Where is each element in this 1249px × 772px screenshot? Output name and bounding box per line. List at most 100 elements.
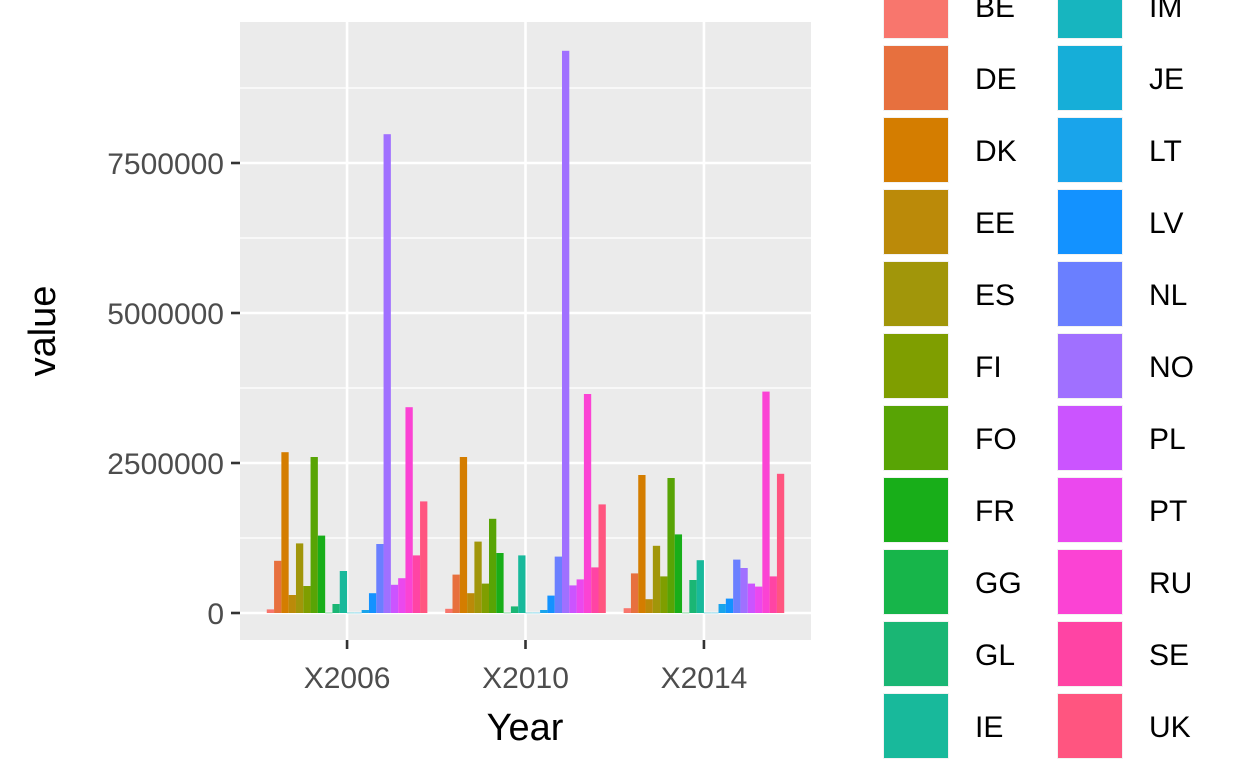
legend-label-ie: IE [975, 711, 1003, 744]
bar-no-x2006 [383, 134, 391, 613]
x-tick-label: X2006 [304, 662, 391, 695]
bar-gl-x2010 [510, 606, 519, 613]
bar-ee-x2006 [288, 595, 296, 613]
legend-key-es [884, 262, 948, 326]
y-tick-label: 0 [207, 598, 224, 631]
bar-no-x2010 [561, 50, 570, 614]
legend-label-uk: UK [1149, 711, 1191, 744]
legend-key-im [1058, 0, 1122, 38]
bars [266, 50, 785, 614]
legend-label-de: DE [975, 63, 1017, 96]
legend-key-ee [884, 190, 948, 254]
legend-key-je [1058, 46, 1122, 110]
bar-fr-x2014 [674, 534, 683, 613]
legend-label-je: JE [1149, 63, 1184, 96]
bar-je-x2014 [711, 612, 719, 614]
bar-de-x2014 [630, 573, 639, 613]
bar-pl-x2010 [569, 585, 577, 613]
bar-lv-x2010 [547, 595, 555, 613]
legend-key-nl [1058, 262, 1122, 326]
legend-label-fi: FI [975, 351, 1002, 384]
bar-gg-x2014 [682, 612, 690, 614]
bar-lv-x2006 [368, 593, 377, 613]
bar-dk-x2010 [459, 457, 468, 613]
bar-uk-x2006 [420, 501, 428, 613]
bar-fi-x2010 [481, 583, 490, 613]
legend-key-gl [884, 622, 948, 686]
legend-label-ee: EE [975, 207, 1015, 240]
major-gridlines [240, 22, 811, 640]
bar-es-x2014 [652, 545, 661, 613]
bar-je-x2010 [532, 612, 541, 614]
legend-key-no [1058, 334, 1122, 398]
legend-key-pl [1058, 406, 1122, 470]
bar-ee-x2014 [645, 599, 653, 613]
bar-pt-x2014 [755, 586, 763, 613]
bar-nl-x2014 [733, 559, 741, 613]
bar-fo-x2010 [489, 518, 497, 613]
legend-label-nl: NL [1149, 279, 1187, 312]
bar-lt-x2010 [540, 610, 548, 613]
bar-gg-x2006 [325, 612, 333, 614]
x-axis: X2006 X2010 X2014 [304, 640, 748, 695]
y-axis: 0 2500000 5000000 7500000 [107, 148, 240, 631]
bar-es-x2010 [474, 541, 482, 613]
legend-label-no: NO [1149, 351, 1194, 384]
legend-key-lt [1058, 118, 1122, 182]
x-tick-label: X2014 [661, 662, 748, 695]
bar-im-x2014 [703, 612, 712, 614]
legend-key-dk [884, 118, 948, 182]
bar-ee-x2010 [467, 593, 475, 613]
legend: BE DE DK EE ES FI FO FR GG GL IE IM JE LT LV NL NO PL PT RU… [883, 0, 1194, 759]
legend-key-fi [884, 334, 948, 398]
bar-ie-x2006 [339, 571, 348, 613]
bar-se-x2014 [769, 576, 777, 613]
x-axis-title: Year [487, 707, 564, 749]
legend-label-dk: DK [975, 135, 1017, 168]
bar-nl-x2010 [554, 556, 562, 613]
bar-dk-x2006 [281, 452, 289, 613]
legend-label-lt: LT [1149, 135, 1182, 168]
legend-label-be: BE [975, 0, 1015, 24]
bar-im-x2010 [525, 612, 533, 614]
legend-key-gg [884, 550, 948, 614]
bar-se-x2010 [591, 567, 599, 613]
bar-fr-x2010 [496, 553, 504, 613]
y-tick-label: 2500000 [107, 448, 224, 481]
legend-label-im: IM [1149, 0, 1182, 24]
bar-be-x2010 [445, 608, 453, 613]
bar-gl-x2014 [689, 580, 697, 613]
bar-je-x2006 [354, 612, 362, 614]
legend-label-ru: RU [1149, 567, 1192, 600]
legend-key-ie [884, 694, 948, 758]
bar-pl-x2006 [390, 584, 399, 613]
bar-fi-x2014 [660, 576, 668, 613]
bar-dk-x2014 [638, 475, 646, 613]
legend-key-de [884, 46, 948, 110]
bar-pt-x2006 [398, 578, 406, 613]
bar-fi-x2006 [303, 586, 311, 613]
bar-uk-x2010 [598, 504, 606, 613]
bar-ru-x2006 [405, 407, 413, 613]
bar-be-x2006 [266, 609, 275, 613]
bar-ie-x2010 [518, 555, 526, 613]
bar-nl-x2006 [376, 544, 384, 613]
bar-gl-x2006 [332, 604, 340, 613]
legend-label-pt: PT [1149, 495, 1187, 528]
bar-ru-x2014 [762, 391, 770, 613]
legend-label-fo: FO [975, 423, 1017, 456]
bar-lt-x2006 [361, 610, 369, 613]
bar-se-x2006 [412, 555, 421, 613]
bar-lv-x2014 [725, 598, 734, 613]
bar-pt-x2010 [576, 579, 584, 613]
bar-de-x2010 [452, 574, 460, 613]
bar-fr-x2006 [317, 535, 326, 613]
bar-pl-x2014 [747, 583, 756, 613]
y-axis-title: value [22, 286, 64, 377]
legend-label-se: SE [1149, 639, 1189, 672]
legend-label-gg: GG [975, 567, 1022, 600]
bar-fo-x2014 [667, 478, 675, 613]
legend-label-lv: LV [1149, 207, 1183, 240]
bar-no-x2014 [740, 568, 748, 613]
